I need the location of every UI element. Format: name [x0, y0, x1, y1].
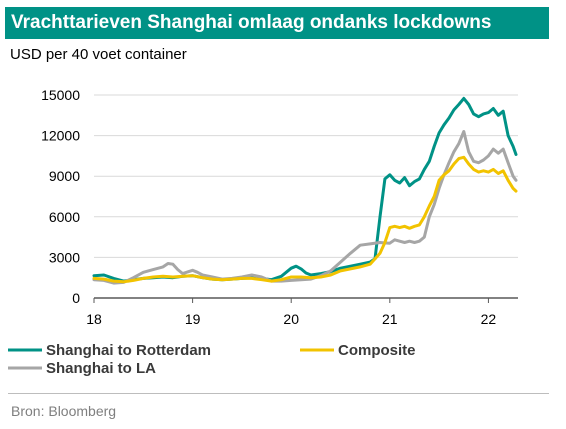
y-tick-label: 12000: [41, 128, 80, 144]
chart-title: Vrachttarieven Shanghai omlaag ondanks l…: [5, 7, 549, 39]
x-tick-label: 18: [86, 311, 102, 327]
y-tick-label: 6000: [49, 209, 80, 225]
freight-rate-chart: 0 3000 6000 9000 12000 15000 18 19 20 21 22 Shangh…: [8, 87, 518, 377]
y-tick-label: 0: [72, 290, 80, 306]
y-tick-label: 15000: [41, 87, 80, 103]
series-line-shanghai-to-la: [92, 130, 518, 285]
x-tick-label: 19: [185, 311, 201, 327]
chart-subtitle: USD per 40 voet container: [10, 46, 187, 63]
series-lines: [92, 96, 518, 285]
x-tick-label: 20: [283, 311, 299, 327]
legend-label-composite: Composite: [338, 342, 416, 359]
legend-label-shanghai-to-rotterdam: Shanghai to Rotterdam: [46, 342, 211, 359]
y-tick-label: 9000: [49, 168, 80, 184]
source-note: Bron: Bloomberg: [11, 403, 117, 419]
legend-label-shanghai-to-la: Shanghai to LA: [46, 360, 156, 377]
x-tick-label: 21: [382, 311, 398, 327]
series-line-composite: [92, 155, 518, 284]
y-tick-label: 3000: [49, 249, 80, 265]
grid-lines: [94, 94, 518, 258]
series-line-shanghai-to-rotterdam: [92, 96, 518, 283]
footer-divider: [8, 393, 549, 394]
axes: 0 3000 6000 9000 12000 15000 18 19 20 21 22: [41, 87, 518, 327]
x-tick-label: 22: [481, 311, 497, 327]
legend: Shanghai to Rotterdam Composite Shanghai t…: [8, 342, 416, 377]
